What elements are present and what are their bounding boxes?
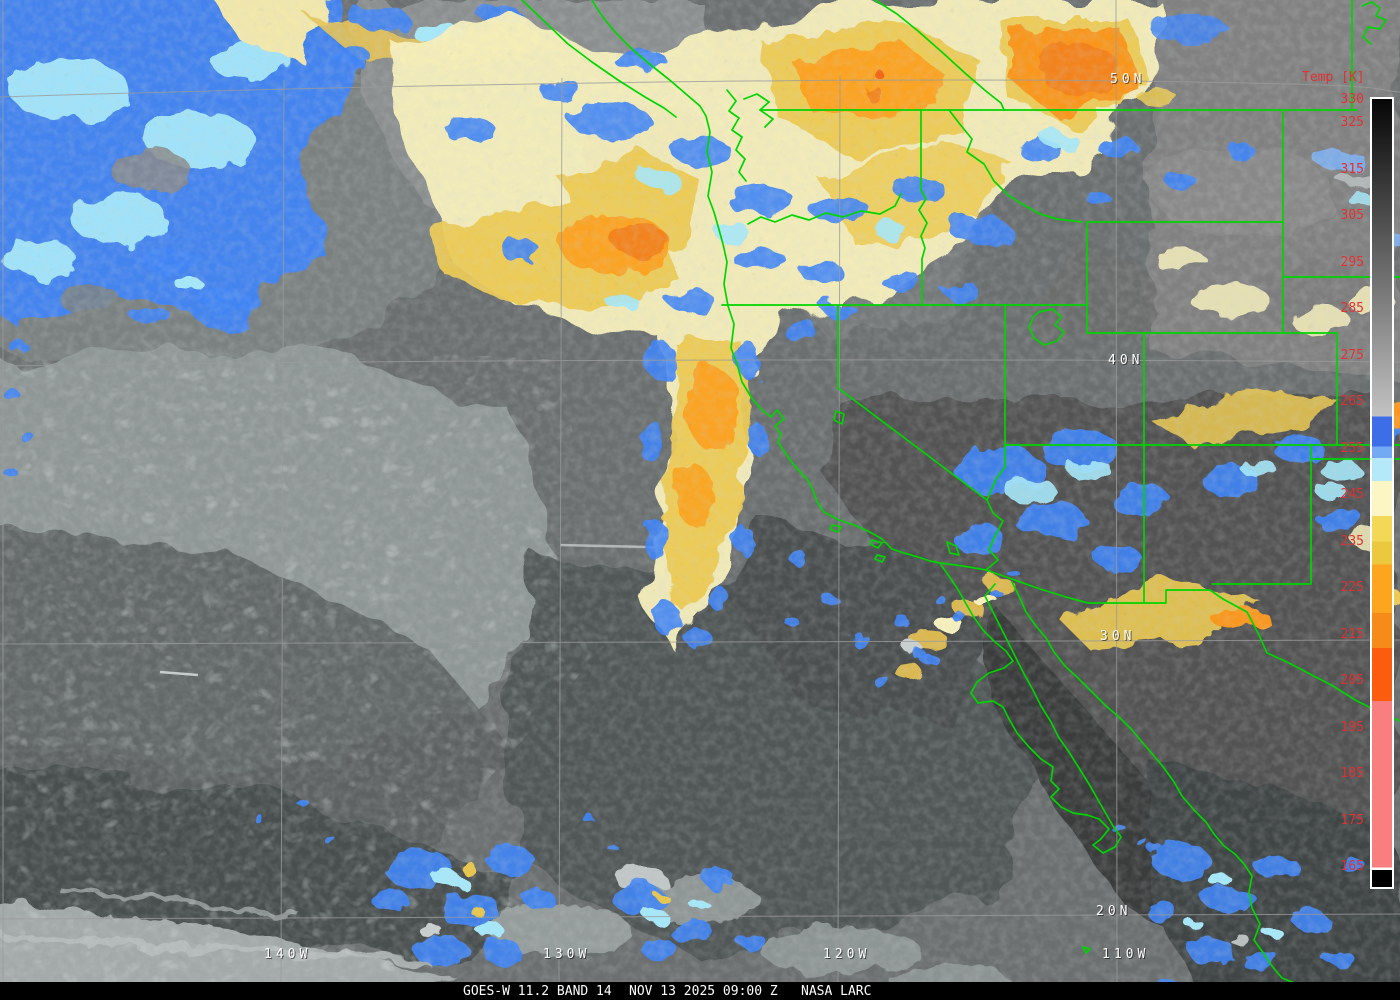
colorbar-tick-325: 325 xyxy=(1304,115,1364,130)
graticule-label-120w: 120W xyxy=(823,948,870,962)
caption-credit: NASA LARC xyxy=(801,984,871,999)
graticule-label-30n: 30N xyxy=(1100,630,1135,644)
colorbar-tick-235: 235 xyxy=(1304,534,1364,549)
colorbar-tick-165: 165 xyxy=(1304,859,1364,874)
colorbar-tick-215: 215 xyxy=(1304,627,1364,642)
temperature-colorbar xyxy=(1370,97,1394,889)
caption-product-name: GOES-W 11.2 BAND 14 xyxy=(463,984,612,999)
graticule-label-20n: 20N xyxy=(1096,905,1131,919)
colorbar-tick-275: 275 xyxy=(1304,348,1364,363)
colorbar-tick-195: 195 xyxy=(1304,720,1364,735)
colorbar-tick-285: 285 xyxy=(1304,301,1364,316)
colorbar-tick-305: 305 xyxy=(1304,208,1364,223)
colorbar-tick-175: 175 xyxy=(1304,813,1364,828)
graticule-label-50n: 50N xyxy=(1110,73,1145,87)
graticule-label-140w: 140W xyxy=(264,948,311,962)
satellite-imagery xyxy=(0,0,1400,1000)
image-noise-texture-dark xyxy=(0,0,1400,982)
caption-bar: GOES-W 11.2 BAND 14 NOV 13 2025 09:00 Z … xyxy=(0,982,1400,1000)
colorbar-tick-205: 205 xyxy=(1304,673,1364,688)
graticule-label-130w: 130W xyxy=(543,948,590,962)
colorbar-title: Temp [K] xyxy=(1302,70,1365,85)
graticule-label-40n: 40N xyxy=(1108,354,1143,368)
colorbar-tick-245: 245 xyxy=(1304,487,1364,502)
graticule-label-110w: 110W xyxy=(1102,948,1149,962)
colorbar-tick-330: 330 xyxy=(1304,92,1364,107)
colorbar-tick-265: 265 xyxy=(1304,394,1364,409)
colorbar-tick-225: 225 xyxy=(1304,580,1364,595)
colorbar-tick-255: 255 xyxy=(1304,441,1364,456)
colorbar-tick-295: 295 xyxy=(1304,255,1364,270)
caption-timestamp: NOV 13 2025 09:00 Z xyxy=(629,984,778,999)
satellite-image-viewport: 50N 40N 30N 20N 140W 130W 120W 110W Temp [K] 33… xyxy=(0,0,1400,1000)
colorbar-tick-185: 185 xyxy=(1304,766,1364,781)
colorbar-tick-315: 315 xyxy=(1304,162,1364,177)
